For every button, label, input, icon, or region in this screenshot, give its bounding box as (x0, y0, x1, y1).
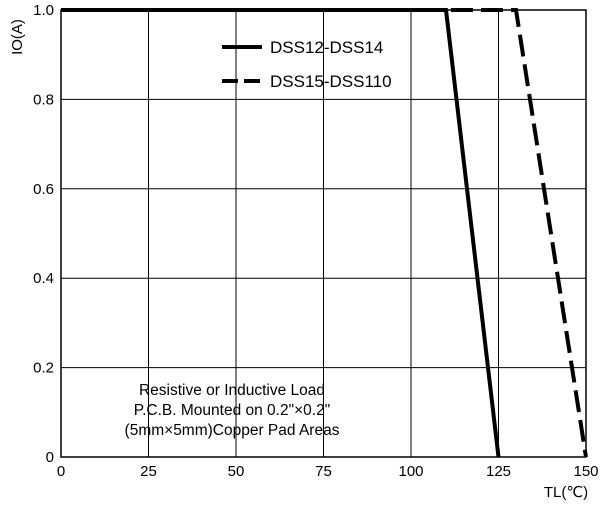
x-axis-label: TL(℃) (544, 484, 588, 501)
y-tick-label-0.2: 0.2 (33, 360, 54, 377)
x-tick-label-100: 100 (398, 463, 423, 480)
annotation-line-2: P.C.B. Mounted on 0.2"×0.2" (134, 402, 330, 419)
series-line-dss15-dss110 (61, 8, 588, 458)
x-tick-label-125: 125 (486, 463, 511, 480)
x-tick-label-25: 25 (140, 463, 157, 480)
x-tick-labels: 0 25 50 75 100 125 150 (57, 463, 599, 480)
x-tick-label-75: 75 (315, 463, 332, 480)
x-tick-label-150: 150 (573, 463, 598, 480)
annotation-line-3: (5mm×5mm)Copper Pad Areas (125, 422, 340, 439)
y-tick-label-0.4: 0.4 (33, 270, 54, 287)
series-lines (61, 8, 588, 458)
y-tick-label-0.6: 0.6 (33, 181, 54, 198)
legend-label-dss15-dss110: DSS15-DSS110 (270, 72, 392, 91)
y-tick-label-0: 0 (46, 449, 54, 466)
chart-annotation: Resistive or Inductive Load P.C.B. Mount… (125, 382, 340, 439)
y-tick-label-1.0: 1.0 (33, 2, 54, 19)
y-axis-label: IO(A) (9, 19, 26, 55)
x-tick-label-50: 50 (228, 463, 245, 480)
legend: DSS12-DSS14 DSS15-DSS110 (222, 38, 392, 91)
annotation-line-1: Resistive or Inductive Load (139, 382, 325, 399)
legend-label-dss12-dss14: DSS12-DSS14 (270, 38, 383, 57)
y-tick-labels: 0 0.2 0.4 0.6 0.8 1.0 (33, 2, 54, 466)
x-tick-label-0: 0 (57, 463, 65, 480)
y-tick-label-0.8: 0.8 (33, 91, 54, 108)
